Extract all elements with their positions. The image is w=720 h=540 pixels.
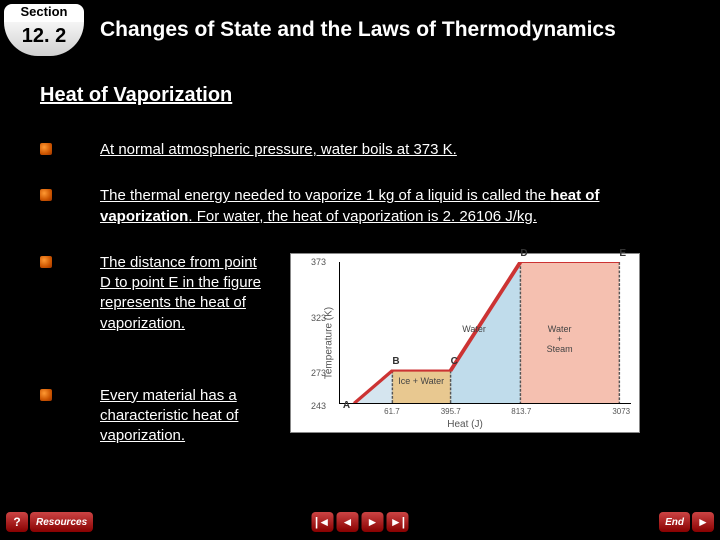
point-label: E [619,248,626,259]
bullet-icon [40,389,52,401]
nav-bar: ? Resources |◄ ◄ ► ►| End ► [0,510,720,534]
bullet-text: Every material has a characteristic heat… [100,386,270,447]
chart-plot-area: Ice + WaterWaterWater + SteamABCDE [339,262,631,404]
section-label: Section [4,4,84,22]
point-label: C [451,356,458,367]
list-item: Every material has a characteristic heat… [40,386,270,447]
last-button[interactable]: ►| [387,512,409,532]
list-item: The distance from point D to point E in … [40,253,270,334]
end-button[interactable]: End [659,512,690,532]
list-item: The thermal energy needed to vaporize 1 … [40,186,680,227]
chapter-title: Changes of State and the Laws of Thermod… [100,18,616,42]
chart-xlabel: Heat (J) [447,419,483,430]
slide-title: Heat of Vaporization [40,84,232,107]
resources-button[interactable]: Resources [30,512,93,532]
bullet-text: The distance from point D to point E in … [100,253,270,334]
help-button[interactable]: ? [6,512,28,532]
ytick: 273 [311,368,326,378]
region-label: Water [462,325,486,335]
list-item: At normal atmospheric pressure, water bo… [40,140,680,160]
xtick: 813.7 [511,407,531,416]
heating-curve-chart: Temperature (K) Heat (J) Ice + WaterWate… [290,253,640,433]
point-label: D [520,248,527,259]
point-label: A [343,400,350,411]
region-label: Water + Steam [547,325,573,355]
xtick: 3073 [612,407,630,416]
first-button[interactable]: |◄ [312,512,334,532]
xtick: 61.7 [384,407,400,416]
prev-button[interactable]: ◄ [337,512,359,532]
next-button[interactable]: ► [362,512,384,532]
bullet-text: At normal atmospheric pressure, water bo… [100,140,680,160]
ytick: 323 [311,313,326,323]
ytick: 243 [311,401,326,411]
region-label: Ice + Water [398,377,444,387]
point-label: B [392,356,399,367]
ytick: 373 [311,257,326,267]
bullet-list: At normal atmospheric pressure, water bo… [40,140,680,473]
xtick: 395.7 [441,407,461,416]
bullet-text: The thermal energy needed to vaporize 1 … [100,186,680,227]
bullet-icon [40,143,52,155]
bullet-icon [40,189,52,201]
next-arrow-button[interactable]: ► [692,512,714,532]
section-number: 12. 2 [4,22,84,56]
bullet-icon [40,256,52,268]
